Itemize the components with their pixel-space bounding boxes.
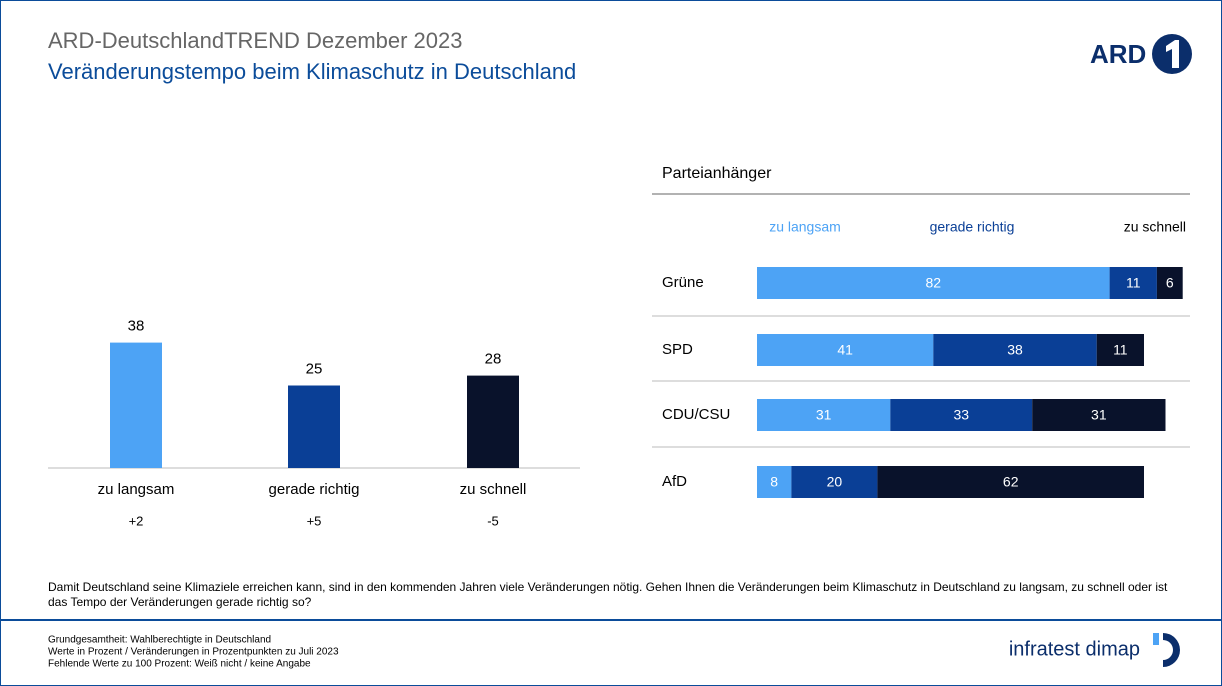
category-label: gerade richtig — [269, 481, 360, 498]
footnote: Fehlende Werte zu 100 Prozent: Weiß nich… — [48, 659, 311, 670]
segment-label: 20 — [827, 474, 843, 490]
bar-segment — [1032, 399, 1166, 431]
segment-label: 8 — [770, 474, 778, 490]
bar-segment — [791, 466, 878, 498]
legend-label: zu schnell — [1124, 219, 1186, 235]
footnote: Werte in Prozent / Veränderungen in Proz… — [48, 647, 339, 658]
question: Damit Deutschland seine Klimaziele errei… — [48, 580, 1168, 609]
segment-label: 11 — [1113, 342, 1128, 358]
bar-segment — [757, 466, 792, 498]
bar-segment — [1156, 267, 1183, 299]
category-label: zu schnell — [460, 481, 527, 498]
bar — [467, 375, 519, 468]
change-label: +5 — [307, 513, 322, 528]
bar — [110, 342, 162, 468]
segment-label: 31 — [816, 407, 832, 423]
change-label: -5 — [487, 513, 499, 528]
bar — [288, 385, 340, 468]
segment-label: 33 — [953, 407, 969, 423]
segment-label: 82 — [926, 275, 942, 291]
logo-text: ARD — [1090, 39, 1146, 69]
segment-label: 6 — [1166, 275, 1174, 291]
value-label: 25 — [306, 360, 323, 377]
subtitle: Veränderungstempo beim Klimaschutz in De… — [48, 59, 576, 84]
row-label: AfD — [662, 473, 687, 490]
infratest-logo: infratest dimap — [1009, 633, 1180, 667]
footnote: Grundgesamtheit: Wahlberechtigte in Deut… — [48, 635, 271, 646]
bar-segment — [890, 399, 1033, 431]
panel-title: Parteianhänger — [662, 165, 772, 182]
value-label: 28 — [485, 351, 502, 368]
legend-label: gerade richtig — [930, 219, 1015, 235]
segment-label: 11 — [1126, 275, 1141, 291]
row-label: Grüne — [662, 274, 704, 291]
segment-label: 62 — [1003, 474, 1019, 490]
bar-segment — [1096, 334, 1144, 366]
segment-label: 41 — [837, 342, 853, 358]
bar-segment — [757, 399, 891, 431]
row-label: CDU/CSU — [662, 406, 730, 423]
legend-label: zu langsam — [769, 219, 841, 235]
bar-segment — [757, 267, 1110, 299]
bar-segment — [933, 334, 1097, 366]
brand: infratest dimap — [1009, 638, 1140, 660]
ard-logo: ARD — [1090, 34, 1192, 74]
category-label: zu langsam — [98, 481, 175, 498]
bar-segment — [757, 334, 934, 366]
segment-label: 38 — [1007, 342, 1023, 358]
value-label: 38 — [128, 318, 145, 335]
bar-segment — [877, 466, 1144, 498]
change-label: +2 — [129, 513, 144, 528]
bar-segment — [1109, 267, 1157, 299]
title: ARD-DeutschlandTREND Dezember 2023 — [48, 28, 463, 53]
row-label: SPD — [662, 341, 693, 358]
segment-label: 31 — [1091, 407, 1107, 423]
